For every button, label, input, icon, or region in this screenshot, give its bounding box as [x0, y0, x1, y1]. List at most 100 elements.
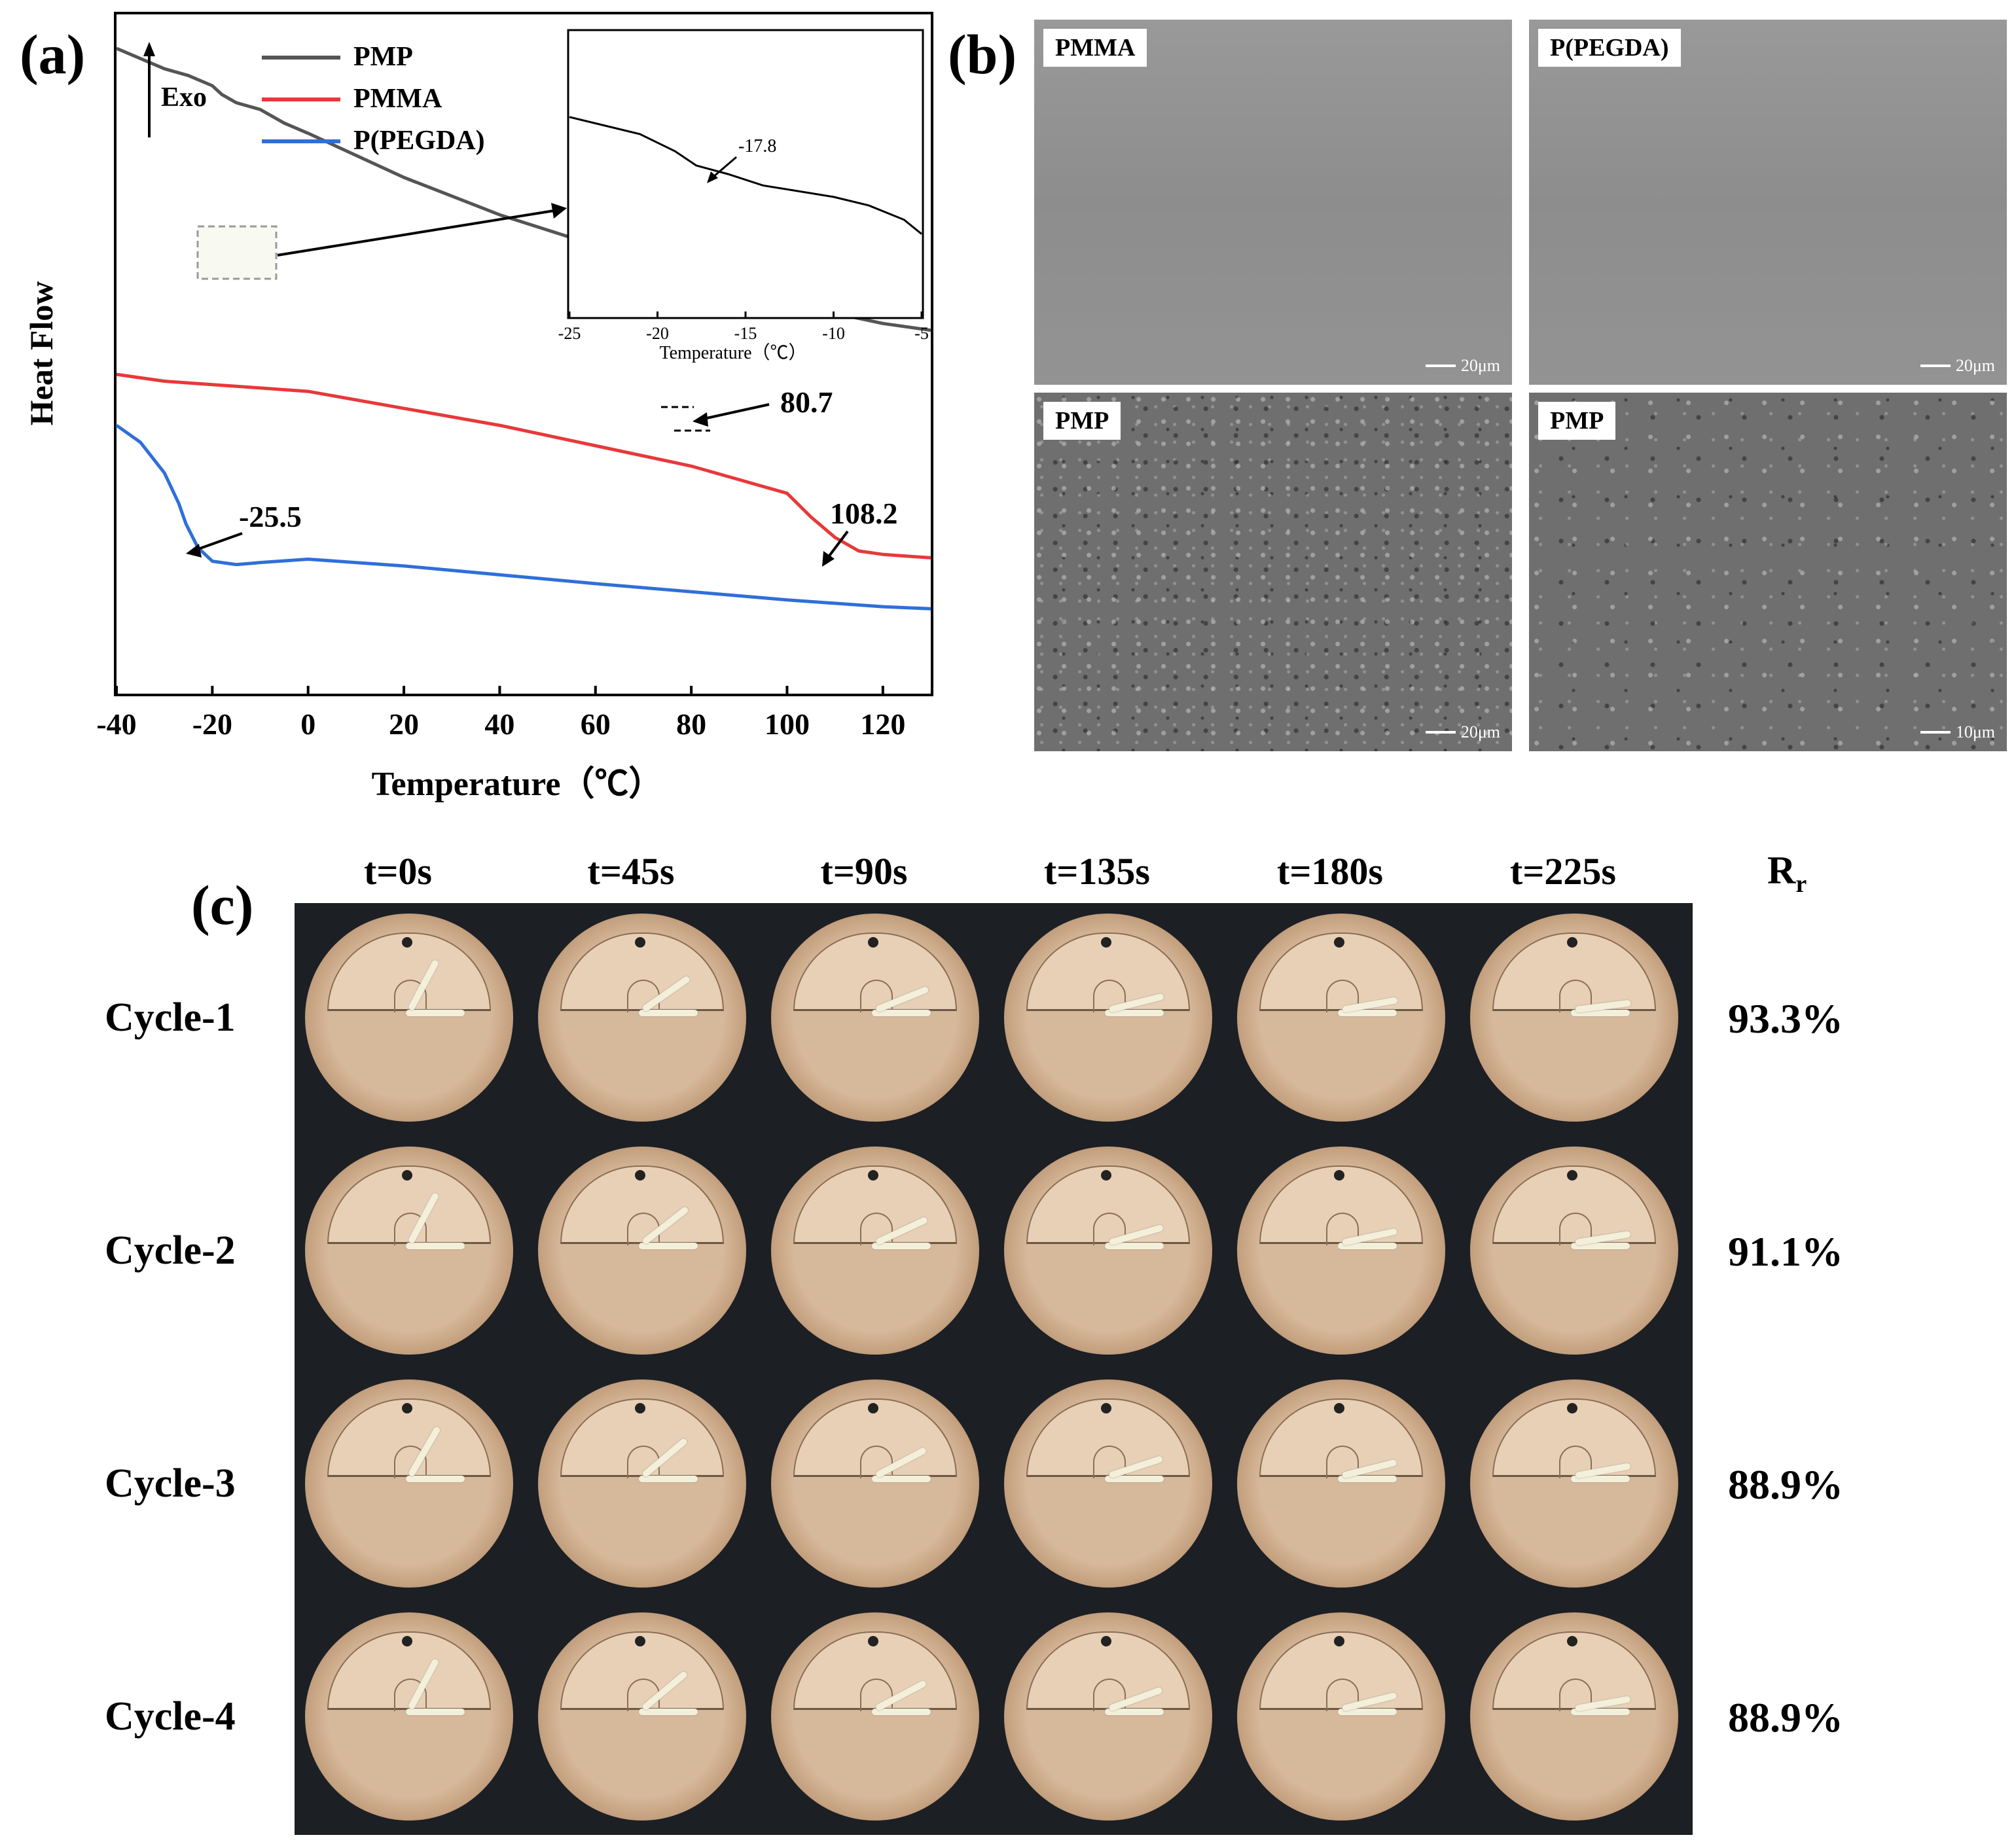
- inset-tg-value: -17.8: [738, 136, 776, 156]
- protractor-pivot: [1101, 1403, 1111, 1413]
- recovery-photo: [761, 1602, 994, 1835]
- protractor-pivot: [635, 1403, 645, 1413]
- protractor-pivot: [1101, 1636, 1111, 1646]
- panel-a-label: (a): [20, 23, 86, 86]
- sem-tag: PMP: [1043, 402, 1121, 440]
- pmp-tg-arrow: [703, 403, 770, 420]
- protractor-pivot: [402, 1636, 412, 1646]
- recovery-photo: [295, 1369, 528, 1602]
- protractor-pivot: [1334, 937, 1344, 948]
- rr-value: 88.9%: [1728, 1694, 1843, 1741]
- pegda-tg-value: -25.5: [239, 500, 302, 533]
- panel-b-label: (b): [948, 23, 1017, 86]
- inset-tick-label: -10: [822, 324, 845, 343]
- recovery-photo: [528, 903, 761, 1136]
- recovery-photo: [994, 1136, 1227, 1369]
- pmma-tg-value: 108.2: [830, 497, 898, 530]
- sample-strip: [639, 1243, 698, 1249]
- protractor-pivot: [635, 1170, 645, 1181]
- legend-label: PMMA: [353, 84, 442, 114]
- series-line-ppegda: [115, 423, 931, 611]
- recovery-photo: [528, 1136, 761, 1369]
- inset-ticks: -25 -20 -15 -10 -5: [558, 311, 929, 343]
- x-ticks: -40 -20 0 20 40 60 80 100 120: [96, 686, 905, 741]
- sample-strip: [872, 1709, 931, 1715]
- sample-strip: [1105, 1010, 1164, 1016]
- sample-strip: [1338, 1243, 1397, 1249]
- cycle-label: Cycle-3: [105, 1461, 236, 1506]
- inset-series-line: [569, 116, 922, 235]
- protractor-pivot: [1567, 1636, 1577, 1646]
- time-header: t=225s: [1510, 850, 1616, 893]
- protractor-pivot: [402, 1403, 412, 1413]
- scale-bar: 20μm: [1425, 722, 1500, 742]
- inset-tg-arrowhead: [707, 171, 718, 183]
- sem-tag: PMMA: [1043, 29, 1147, 67]
- inset-tick-label: -15: [734, 324, 757, 343]
- protractor-pivot: [635, 1636, 645, 1646]
- inset-pointer-line: [277, 209, 554, 257]
- x-tick-label: 60: [581, 707, 611, 741]
- scale-bar: 20μm: [1920, 356, 1995, 376]
- sample-strip: [406, 1243, 465, 1249]
- inset-tg-arrow: [713, 156, 737, 178]
- pmma-tg-arrowhead: [822, 551, 835, 567]
- sample-strip: [1571, 1243, 1630, 1249]
- sample-strip: [1338, 1010, 1397, 1016]
- exo-label: Exo: [161, 82, 207, 113]
- recovery-photo: [295, 1602, 528, 1835]
- recovery-photo: [1227, 903, 1460, 1136]
- protractor-pivot: [1567, 937, 1577, 948]
- recovery-photo: [1227, 1136, 1460, 1369]
- sample-strip: [639, 1476, 698, 1482]
- recovery-photo: [994, 1602, 1227, 1835]
- recovery-photo: [1227, 1369, 1460, 1602]
- inset-tick-label: -5: [914, 324, 929, 343]
- sample-strip: [872, 1010, 931, 1016]
- recovery-photo-grid: [295, 903, 1693, 1835]
- panel-c-label: (c): [191, 874, 254, 936]
- recovery-photo: [295, 903, 528, 1136]
- sample-strip: [1338, 1476, 1397, 1482]
- recovery-photo: [528, 1369, 761, 1602]
- recovery-photo: [761, 903, 994, 1136]
- y-axis-label: Heat Flow: [23, 281, 60, 426]
- scale-bar: 10μm: [1920, 722, 1995, 742]
- x-tick-label: 40: [484, 707, 514, 741]
- sample-strip: [1571, 1476, 1630, 1482]
- protractor-pivot: [402, 937, 412, 948]
- legend-label: PMP: [353, 42, 413, 72]
- sem-image-pegda: P(PEGDA) 20μm: [1529, 20, 2007, 385]
- protractor-pivot: [868, 1636, 878, 1646]
- protractor-pivot: [402, 1170, 412, 1181]
- tg-highlight-box: [196, 225, 278, 280]
- pegda-tg-arrow: [196, 532, 243, 551]
- sample-strip: [872, 1476, 931, 1482]
- sem-tag: P(PEGDA): [1538, 29, 1681, 67]
- sample-strip: [872, 1243, 931, 1249]
- protractor-pivot: [1101, 1170, 1111, 1181]
- legend: PMP PMMA P(PEGDA): [262, 42, 485, 156]
- time-header: t=135s: [1044, 850, 1150, 893]
- recovery-photo: [1460, 1136, 1693, 1369]
- series-line-pmma: [116, 372, 931, 560]
- inset-frame: [567, 29, 924, 319]
- recovery-photo: [1460, 1602, 1693, 1835]
- protractor-pivot: [1334, 1636, 1344, 1646]
- recovery-photo: [1460, 903, 1693, 1136]
- recovery-photo: [761, 1369, 994, 1602]
- recovery-photo: [761, 1136, 994, 1369]
- x-axis-label: Temperature（℃）: [372, 765, 663, 803]
- x-tick-label: 20: [389, 707, 419, 741]
- plot-frame: [114, 12, 933, 696]
- x-tick-label: 100: [765, 707, 810, 741]
- x-tick-label: 0: [300, 707, 315, 741]
- inset-tick-label: -25: [558, 324, 581, 343]
- protractor-pivot: [635, 937, 645, 948]
- pmp-tg-arrowhead: [693, 412, 708, 427]
- protractor-pivot: [1334, 1403, 1344, 1413]
- x-tick-label: 120: [860, 707, 905, 741]
- sample-strip: [1571, 1709, 1630, 1715]
- sem-image-pmp-10um: PMP 10μm: [1529, 393, 2007, 751]
- rr-value: 91.1%: [1728, 1228, 1843, 1275]
